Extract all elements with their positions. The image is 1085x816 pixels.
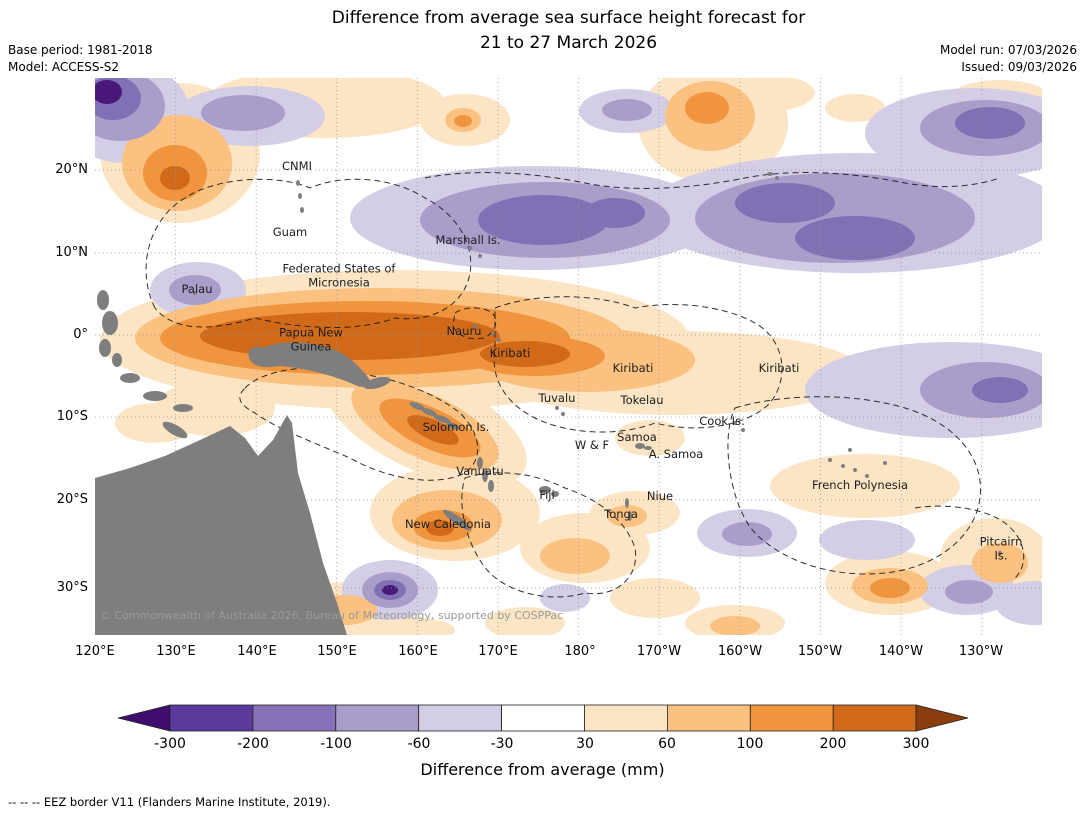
y-tick-30s: 30°S — [56, 580, 88, 595]
y-tick-20s: 20°S — [56, 492, 88, 507]
x-tick-170e: 170°E — [478, 644, 518, 659]
colorbar-segment — [169, 704, 254, 732]
place-label-tonga: Tonga — [604, 506, 638, 521]
colorbar-right-arrow — [915, 704, 969, 732]
base-period-text: Base period: 1981-2018 — [8, 43, 153, 57]
x-tick-170w: 170°W — [636, 644, 682, 659]
colorbar-segment — [584, 704, 668, 732]
place-label-wallis-futuna: W & F — [574, 437, 610, 452]
map — [95, 78, 1042, 635]
landmasses — [95, 172, 1002, 635]
place-label-cook-is: Cook Is. — [699, 413, 745, 428]
place-label-fiji: Fiji — [539, 487, 555, 502]
x-tick-140w: 140°W — [878, 644, 924, 659]
x-tick-150w: 150°W — [797, 644, 843, 659]
eez-legend-note: -- -- -- EEZ border V11 (Flanders Marine… — [8, 795, 331, 809]
cbar-tick-n100: -100 — [320, 736, 352, 752]
x-tick-160e: 160°E — [398, 644, 438, 659]
colorbar-segment — [252, 704, 337, 732]
cbar-tick-p30: 30 — [576, 736, 594, 752]
x-tick-160w: 160°W — [717, 644, 763, 659]
title-line-2: 21 to 27 March 2026 — [479, 32, 658, 53]
cbar-tick-p300: 300 — [902, 736, 930, 752]
x-tick-150e: 150°E — [317, 644, 357, 659]
colorbar-title: Difference from average (mm) — [420, 760, 665, 779]
place-label-cnmi: CNMI — [282, 158, 312, 173]
y-tick-10n: 10°N — [55, 245, 88, 260]
issued-text: Issued: 09/03/2026 — [961, 60, 1077, 75]
colorbar-segment — [832, 704, 917, 732]
y-tick-20n: 20°N — [55, 162, 88, 177]
place-label-pitcairn-is: Pitcairn Is. — [979, 534, 1023, 563]
x-tick-130e: 130°E — [156, 644, 196, 659]
cbar-tick-p100: 100 — [736, 736, 764, 752]
x-tick-180: 180° — [564, 644, 596, 659]
cbar-tick-n30: -30 — [490, 736, 514, 752]
place-label-png: Papua New Guinea — [279, 325, 343, 354]
page-title: Difference from average sea surface heig… — [95, 6, 1042, 55]
place-label-marshall-is: Marshall Is. — [435, 232, 501, 247]
place-label-palau: Palau — [181, 281, 213, 296]
place-label-fsm: Federated States of Micronesia — [282, 261, 396, 290]
model-name-text: Model: ACCESS-S2 — [8, 60, 120, 75]
x-tick-130w: 130°W — [958, 644, 1004, 659]
pacific-map — [95, 78, 1042, 635]
anomaly-layer-purple-dark — [95, 80, 398, 595]
place-label-solomon-is: Solomon Is. — [422, 419, 490, 434]
australia-landmass — [95, 415, 347, 635]
place-label-kiribati-east: Kiribati — [758, 360, 800, 375]
place-label-tuvalu: Tuvalu — [538, 390, 576, 405]
copyright-notice: © Commonwealth of Australia 2026, Bureau… — [100, 609, 564, 622]
colorbar-segment — [501, 704, 585, 732]
place-label-new-caledonia: New Caledonia — [405, 516, 491, 531]
cbar-tick-p60: 60 — [658, 736, 676, 752]
place-label-nauru: Nauru — [446, 323, 482, 338]
place-label-guam: Guam — [272, 224, 308, 239]
cbar-tick-n300: -300 — [154, 736, 186, 752]
colorbar-segment — [667, 704, 751, 732]
model-metadata-left: Base period: 1981-2018 Model: ACCESS-S2 — [8, 42, 153, 77]
model-metadata-right: Model run: 07/03/2026 Issued: 09/03/2026 — [940, 42, 1077, 77]
place-label-vanuatu: Vanuatu — [456, 463, 504, 478]
colorbar-segment — [335, 704, 420, 732]
colorbar-segment — [418, 704, 503, 732]
y-tick-10s: 10°S — [56, 409, 88, 424]
y-tick-0: 0° — [73, 327, 88, 342]
anomaly-layer-purple-mid — [95, 78, 1028, 600]
x-tick-120e: 120°E — [75, 644, 115, 659]
colorbar — [117, 704, 969, 732]
place-label-kiribati-central: Kiribati — [612, 360, 654, 375]
place-label-niue: Niue — [646, 488, 674, 503]
x-tick-140e: 140°E — [237, 644, 277, 659]
place-label-kiribati-west: Kiribati — [489, 345, 531, 360]
new-guinea-landmass — [248, 342, 371, 387]
colorbar-segment — [749, 704, 834, 732]
place-label-tokelau: Tokelau — [620, 392, 664, 407]
model-run-text: Model run: 07/03/2026 — [939, 43, 1077, 57]
cbar-tick-n60: -60 — [407, 736, 431, 752]
place-label-french-polynesia: French Polynesia — [811, 477, 909, 492]
cbar-tick-n200: -200 — [237, 736, 269, 752]
colorbar-left-arrow — [117, 704, 171, 732]
title-line-1: Difference from average sea surface heig… — [331, 8, 806, 28]
place-label-samoa: Samoa — [617, 429, 657, 444]
cbar-tick-p200: 200 — [819, 736, 847, 752]
place-label-american-samoa: A. Samoa — [648, 446, 704, 461]
